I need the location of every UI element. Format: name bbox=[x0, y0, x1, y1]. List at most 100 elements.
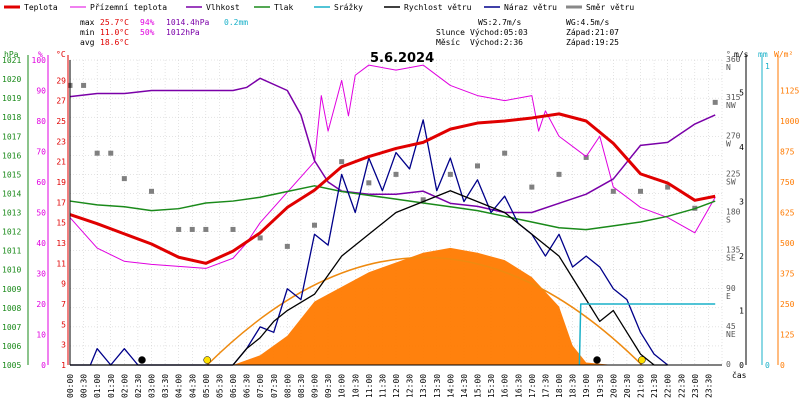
wind-direction-point bbox=[665, 184, 671, 190]
stat-max-hum: 94% bbox=[140, 18, 155, 27]
sunset-marker bbox=[638, 356, 646, 364]
time-tick-label: 10:30 bbox=[351, 374, 360, 398]
time-tick-label: 07:30 bbox=[270, 374, 279, 398]
ground-temperature-line bbox=[69, 64, 716, 269]
wind-tick-label: 0 bbox=[739, 361, 744, 370]
rain-axis-header: mm bbox=[758, 50, 768, 59]
time-tick-label: 05:00 bbox=[202, 374, 211, 398]
direction-cardinal-label: NE bbox=[726, 330, 736, 339]
time-tick-label: 07:00 bbox=[256, 374, 265, 398]
time-tick-label: 02:00 bbox=[120, 374, 129, 398]
info-sun-label: Slunce bbox=[436, 28, 465, 37]
pressure-tick-label: 1017 bbox=[2, 132, 21, 141]
x-axis-label: čas bbox=[732, 370, 747, 380]
info-moon-label: Měsíc bbox=[436, 38, 460, 47]
pressure-tick-label: 1013 bbox=[2, 209, 21, 218]
rain-tick-label: 1 bbox=[765, 62, 770, 71]
temperature-tick-label: 13 bbox=[56, 239, 66, 248]
wind-direction-point bbox=[189, 226, 195, 232]
wind-axis-header: m/s bbox=[734, 50, 749, 59]
humidity-line bbox=[69, 77, 716, 214]
wind-direction-point bbox=[121, 176, 127, 182]
direction-cardinal-label: N bbox=[726, 63, 731, 72]
wind-direction-point bbox=[556, 171, 562, 177]
temperature-tick-label: 1 bbox=[61, 361, 66, 370]
wind-direction-point bbox=[393, 171, 399, 177]
humidity-tick-label: 10 bbox=[36, 331, 46, 340]
chart-title: 5.6.2024 bbox=[370, 51, 434, 66]
time-tick-label: 02:30 bbox=[134, 374, 143, 398]
direction-tick-label: 90 bbox=[726, 284, 736, 293]
time-tick-label: 05:30 bbox=[215, 374, 224, 398]
humidity-tick-label: 100 bbox=[32, 56, 47, 65]
time-tick-label: 21:00 bbox=[637, 374, 646, 398]
solar-area bbox=[233, 247, 614, 365]
humidity-tick-label: 20 bbox=[36, 300, 46, 309]
humidity-tick-label: 40 bbox=[36, 239, 46, 248]
solar-tick-label: 0 bbox=[780, 361, 785, 370]
pressure-tick-label: 1009 bbox=[2, 285, 21, 294]
time-tick-label: 12:30 bbox=[406, 374, 415, 398]
time-tick-label: 13:00 bbox=[419, 374, 428, 398]
humidity-tick-label: 50 bbox=[36, 209, 46, 218]
stat-min-temp: 11.0°C bbox=[100, 28, 129, 37]
direction-tick-label: 45 bbox=[726, 322, 736, 331]
temperature-tick-label: 5 bbox=[61, 320, 66, 329]
time-tick-label: 16:00 bbox=[501, 374, 510, 398]
wind-tick-label: 4 bbox=[739, 143, 744, 152]
time-tick-label: 00:30 bbox=[80, 374, 89, 398]
rain-line bbox=[578, 303, 716, 366]
pressure-line bbox=[69, 185, 716, 231]
info-moonset: Západ:19:25 bbox=[566, 38, 619, 47]
temperature-tick-label: 9 bbox=[61, 280, 66, 289]
humidity-tick-label: 70 bbox=[36, 148, 46, 157]
time-tick-label: 08:00 bbox=[283, 374, 292, 398]
time-tick-label: 03:00 bbox=[148, 374, 157, 398]
solar-tick-label: 1125 bbox=[780, 87, 799, 96]
time-tick-label: 04:30 bbox=[188, 374, 197, 398]
humidity-axis-header: % bbox=[38, 50, 43, 59]
pressure-tick-label: 1008 bbox=[2, 304, 21, 313]
legend-label: Směr větru bbox=[586, 3, 634, 12]
temperature-tick-label: 19 bbox=[56, 178, 66, 187]
time-tick-label: 06:30 bbox=[243, 374, 252, 398]
time-tick-label: 21:30 bbox=[650, 374, 659, 398]
pressure-tick-label: 1016 bbox=[2, 151, 21, 160]
time-tick-label: 19:00 bbox=[582, 374, 591, 398]
time-tick-label: 14:30 bbox=[460, 374, 469, 398]
direction-tick-label: 225 bbox=[726, 169, 741, 178]
solar-tick-label: 125 bbox=[780, 331, 795, 340]
wind-direction-point bbox=[284, 243, 290, 249]
direction-cardinal-label: E bbox=[726, 292, 731, 301]
time-tick-label: 20:00 bbox=[609, 374, 618, 398]
direction-cardinal-label: SW bbox=[726, 177, 736, 186]
pressure-tick-label: 1019 bbox=[2, 94, 21, 103]
humidity-tick-label: 30 bbox=[36, 270, 46, 279]
direction-cardinal-label: W bbox=[726, 139, 731, 148]
legend-label: Tlak bbox=[274, 3, 293, 12]
stat-avg-label: avg bbox=[80, 38, 95, 47]
humidity-tick-label: 0 bbox=[41, 361, 46, 370]
time-tick-label: 11:00 bbox=[365, 374, 374, 398]
solar-tick-label: 500 bbox=[780, 239, 795, 248]
legend-label: Teplota bbox=[24, 3, 58, 12]
solar-tick-label: 750 bbox=[780, 178, 795, 187]
temperature-tick-label: 21 bbox=[56, 158, 66, 167]
time-tick-label: 17:00 bbox=[528, 374, 537, 398]
stat-min-hum: 50% bbox=[140, 28, 155, 37]
info-wg: WG:4.5m/s bbox=[566, 18, 610, 27]
pressure-tick-label: 1005 bbox=[2, 361, 21, 370]
temperature-tick-label: 25 bbox=[56, 117, 66, 126]
pressure-tick-label: 1012 bbox=[2, 228, 21, 237]
pressure-tick-label: 1007 bbox=[2, 323, 21, 332]
time-tick-label: 22:00 bbox=[664, 374, 673, 398]
legend-label: Rychlost větru bbox=[404, 3, 472, 12]
time-tick-label: 16:30 bbox=[514, 374, 523, 398]
pressure-tick-label: 1006 bbox=[2, 342, 21, 351]
wind-direction-point bbox=[108, 150, 114, 156]
pressure-tick-label: 1010 bbox=[2, 266, 21, 275]
wind-direction-point bbox=[203, 226, 209, 232]
time-tick-label: 10:00 bbox=[338, 374, 347, 398]
moonset-marker bbox=[593, 356, 601, 364]
